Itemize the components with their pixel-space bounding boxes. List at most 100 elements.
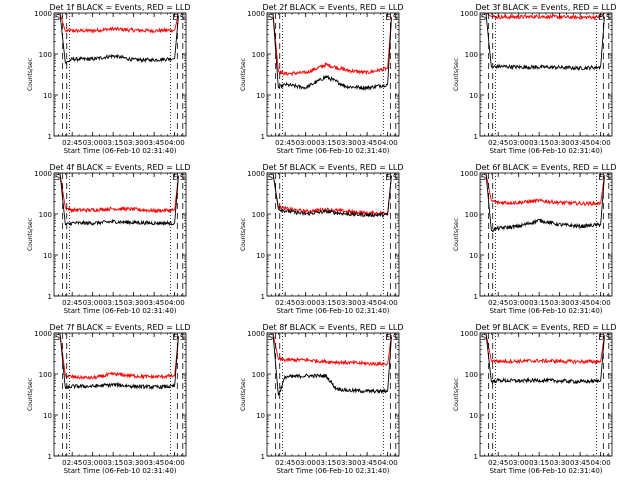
y-tick-label: 1: [261, 293, 265, 301]
y-tick-label: 10: [43, 92, 52, 100]
x-tick-label: 02:45: [62, 299, 82, 307]
x-tick-label: 02:45: [488, 299, 508, 307]
x-tick-label: 03:15: [529, 299, 549, 307]
x-axis-label: Start Time (06-Feb-10 02:31:40): [489, 467, 602, 475]
x-tick-label: 03:45: [144, 139, 164, 147]
x-tick-label: 03:00: [296, 459, 316, 467]
x-axis-label: Start Time (06-Feb-10 02:31:40): [489, 147, 602, 155]
x-tick-label: 03:30: [124, 299, 144, 307]
panel-title: Det 7f BLACK = Events, RED = LLD: [49, 323, 190, 332]
x-tick-label: 03:00: [509, 299, 529, 307]
x-tick-label: 03:30: [124, 459, 144, 467]
panel-title: Det 6f BLACK = Events, RED = LLD: [475, 163, 616, 172]
y-tick-label: 1000: [460, 10, 478, 18]
panel-title: Det 8f BLACK = Events, RED = LLD: [262, 323, 403, 332]
y-tick-label: 1000: [34, 330, 52, 338]
plot-frame: [479, 332, 613, 457]
y-tick-label: 100: [252, 371, 265, 379]
y-tick-label: 1000: [460, 170, 478, 178]
x-axis-label: Start Time (06-Feb-10 02:31:40): [63, 467, 176, 475]
x-tick-label: 02:45: [488, 139, 508, 147]
series-line-events: [485, 13, 605, 72]
y-tick-label: 100: [39, 51, 52, 59]
x-tick-label: 03:45: [357, 299, 377, 307]
x-tick-label: 03:45: [570, 299, 590, 307]
y-tick-label: 100: [39, 371, 52, 379]
plot-frame: [266, 332, 400, 457]
y-tick-label: 10: [256, 252, 265, 260]
series-line-lld: [59, 333, 179, 381]
series-line-events: [272, 13, 392, 92]
corner-label-right: E S: [172, 173, 185, 182]
y-axis-label: Counts/sec: [240, 58, 247, 91]
panel-title: Det 2f BLACK = Events, RED = LLD: [262, 3, 403, 12]
x-tick-label: 02:45: [275, 299, 295, 307]
series-line-lld: [485, 173, 605, 207]
x-tick-label: 03:30: [124, 139, 144, 147]
x-tick-label: 03:30: [337, 299, 357, 307]
x-tick-label: 04:00: [165, 299, 185, 307]
x-tick-label: 04:00: [591, 139, 611, 147]
y-tick-label: 1: [261, 133, 265, 141]
plot-frame: [266, 172, 400, 297]
series-line-events: [59, 333, 179, 390]
corner-label-right: E S: [598, 173, 611, 182]
y-tick-label: 100: [465, 371, 478, 379]
plot-area: [272, 13, 397, 136]
x-tick-label: 03:30: [550, 459, 570, 467]
series-line-lld: [272, 173, 392, 217]
plot-area: [485, 13, 610, 136]
plot-area: [59, 333, 184, 456]
x-tick-label: 02:45: [275, 139, 295, 147]
plot-area: [485, 333, 610, 456]
y-tick-label: 1: [261, 453, 265, 461]
x-tick-label: 03:30: [337, 459, 357, 467]
x-tick-label: 04:00: [591, 299, 611, 307]
x-axis-label: Start Time (06-Feb-10 02:31:40): [276, 467, 389, 475]
x-tick-label: 03:00: [83, 299, 103, 307]
series-line-lld: [59, 13, 179, 34]
corner-label-right: E S: [385, 13, 398, 22]
x-tick-label: 04:00: [165, 139, 185, 147]
y-tick-label: 100: [465, 51, 478, 59]
panel-title: Det 1f BLACK = Events, RED = LLD: [49, 3, 190, 12]
y-tick-label: 1000: [247, 10, 265, 18]
x-tick-label: 03:45: [144, 459, 164, 467]
x-tick-label: 03:30: [337, 139, 357, 147]
y-tick-label: 10: [469, 92, 478, 100]
x-tick-label: 03:45: [570, 459, 590, 467]
y-axis-label: Counts/sec: [27, 58, 34, 91]
corner-label-left: S: [481, 13, 486, 22]
x-tick-label: 04:00: [165, 459, 185, 467]
x-tick-label: 02:45: [62, 139, 82, 147]
x-axis-label: Start Time (06-Feb-10 02:31:40): [276, 147, 389, 155]
x-tick-label: 03:00: [509, 139, 529, 147]
y-tick-label: 10: [43, 252, 52, 260]
corner-label-right: E S: [172, 333, 185, 342]
x-tick-label: 03:45: [144, 299, 164, 307]
series-line-lld: [272, 13, 392, 77]
y-axis-label: Counts/sec: [240, 218, 247, 251]
corner-label-left: S: [268, 173, 273, 182]
x-axis-label: Start Time (06-Feb-10 02:31:40): [489, 307, 602, 315]
panel-title: Det 5f BLACK = Events, RED = LLD: [262, 163, 403, 172]
corner-label-left: S: [268, 13, 273, 22]
plot-area: [272, 333, 397, 456]
plot-area: [59, 173, 184, 296]
y-tick-label: 100: [252, 51, 265, 59]
x-tick-label: 04:00: [378, 139, 398, 147]
x-tick-label: 02:45: [275, 459, 295, 467]
x-tick-label: 03:30: [550, 139, 570, 147]
x-axis-label: Start Time (06-Feb-10 02:31:40): [63, 307, 176, 315]
series-line-lld: [59, 173, 179, 214]
plot-frame: [479, 172, 613, 297]
x-tick-label: 02:45: [62, 459, 82, 467]
x-tick-label: 03:15: [316, 139, 336, 147]
x-tick-label: 04:00: [378, 299, 398, 307]
series-line-lld: [485, 333, 605, 365]
corner-label-left: S: [55, 333, 60, 342]
